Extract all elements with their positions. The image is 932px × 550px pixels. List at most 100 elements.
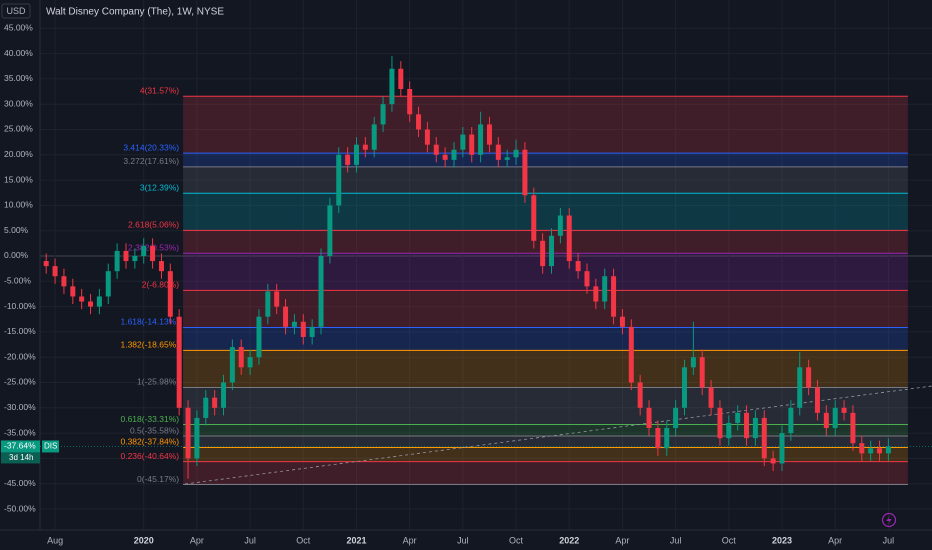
candle-body: [380, 104, 386, 125]
y-tick-label: -50.00%: [4, 503, 36, 513]
candle-body: [806, 367, 812, 388]
candle-body: [79, 296, 85, 302]
candle-body: [699, 357, 705, 388]
candle-body: [823, 412, 829, 429]
candle-body: [486, 124, 492, 145]
axes: 45.00% 40.00% 35.00% 30.00% 25.00% 20.00% 15.0…: [1, 23, 932, 545]
candle-body: [566, 215, 572, 262]
candle-body: [797, 367, 803, 408]
y-tick-label: -45.00%: [4, 478, 36, 488]
candle-body: [788, 407, 794, 434]
fib-band: [183, 96, 908, 154]
candle-body: [167, 271, 173, 317]
y-tick-label: 20.00%: [4, 149, 33, 159]
candle-body: [353, 144, 359, 165]
candle-body: [832, 407, 838, 429]
candle-body: [141, 245, 147, 256]
candle-body: [540, 240, 546, 267]
candle-body: [123, 250, 129, 262]
fib-label: 2(-6.80%): [142, 280, 179, 290]
fib-label: 0.382(-37.84%): [120, 437, 179, 447]
countdown-label: 3d 14h: [9, 453, 33, 462]
candle-body: [655, 428, 661, 449]
fib-label: 2.618(5.06%): [128, 220, 179, 230]
fib-band: [183, 350, 908, 388]
fib-label: 3(12.39%): [140, 183, 179, 193]
candle-body: [690, 357, 696, 368]
candle-body: [602, 276, 608, 302]
candle-body: [619, 316, 625, 327]
candle-body: [158, 261, 164, 272]
symbol-badge: [42, 440, 59, 453]
replay-icon[interactable]: [881, 512, 897, 528]
x-tick-label: Apr: [190, 535, 204, 545]
y-tick-label: 45.00%: [4, 23, 33, 33]
candle-body: [132, 255, 138, 262]
y-tick-label: -30.00%: [4, 402, 36, 412]
fib-label: 0.618(-33.31%): [120, 414, 179, 424]
candle-body: [885, 446, 891, 454]
candle-body: [593, 286, 599, 302]
candles: [43, 56, 891, 479]
fib-label: 1.618(-14.13%): [120, 317, 179, 327]
x-tick-label: Jul: [457, 535, 469, 545]
candle-body: [265, 291, 271, 317]
candle-body: [726, 422, 732, 439]
x-tick-label: Apr: [403, 535, 417, 545]
candle-body: [664, 428, 670, 449]
x-tick-label: Jul: [244, 535, 256, 545]
last-price-label: -37.64%: [4, 441, 36, 451]
candle-body: [584, 271, 590, 287]
candle-body: [256, 316, 262, 358]
candle-body: [336, 154, 342, 206]
y-tick-label: 35.00%: [4, 73, 33, 83]
candle-body: [300, 321, 306, 337]
x-axis-panel: [0, 530, 932, 550]
candle-body: [513, 149, 519, 158]
candle-body: [770, 458, 776, 464]
candle-body: [442, 154, 448, 160]
fib-band: [183, 230, 908, 254]
fib-band: [183, 424, 908, 437]
candle-body: [469, 134, 475, 155]
candle-body: [868, 448, 874, 454]
candle-body: [398, 68, 404, 90]
fib-band: [183, 253, 908, 291]
candle-body: [779, 433, 785, 464]
candle-body: [88, 301, 94, 307]
x-tick-label: 2021: [346, 535, 366, 545]
currency-box[interactable]: [1, 3, 31, 19]
y-tick-label: 15.00%: [4, 174, 33, 184]
candle-body: [646, 407, 652, 429]
x-tick-label: Oct: [722, 535, 737, 545]
x-tick-label: Apr: [828, 535, 842, 545]
candle-body: [291, 321, 297, 327]
candle-body: [185, 407, 191, 459]
candle-body: [52, 266, 58, 277]
y-tick-label: -5.00%: [4, 276, 31, 286]
candle-body: [433, 144, 439, 155]
candle-body: [114, 250, 120, 272]
x-tick-label: 2020: [134, 535, 154, 545]
y-tick-label: 10.00%: [4, 200, 33, 210]
candle-body: [221, 382, 227, 408]
candle-body: [478, 124, 484, 155]
candle-body: [371, 124, 377, 150]
x-tick-label: Apr: [615, 535, 629, 545]
candle-body: [150, 245, 156, 262]
fib-band: [183, 447, 908, 462]
candle-body: [451, 149, 457, 160]
icon-bolt: [886, 515, 892, 525]
y-tick-label: -20.00%: [4, 351, 36, 361]
fib-label: 3.272(17.61%): [123, 156, 179, 166]
last-price-badge: [1, 440, 40, 453]
candle-body: [389, 68, 395, 105]
candle-body: [238, 347, 244, 368]
fib-label: 0.5(-35.58%): [130, 425, 179, 435]
candle-body: [203, 397, 209, 418]
candle-body: [274, 291, 280, 307]
countdown-badge: [1, 452, 40, 464]
x-tick-label: Jul: [670, 535, 682, 545]
y-tick-label: 0.00%: [4, 250, 29, 260]
candle-body: [557, 215, 563, 236]
